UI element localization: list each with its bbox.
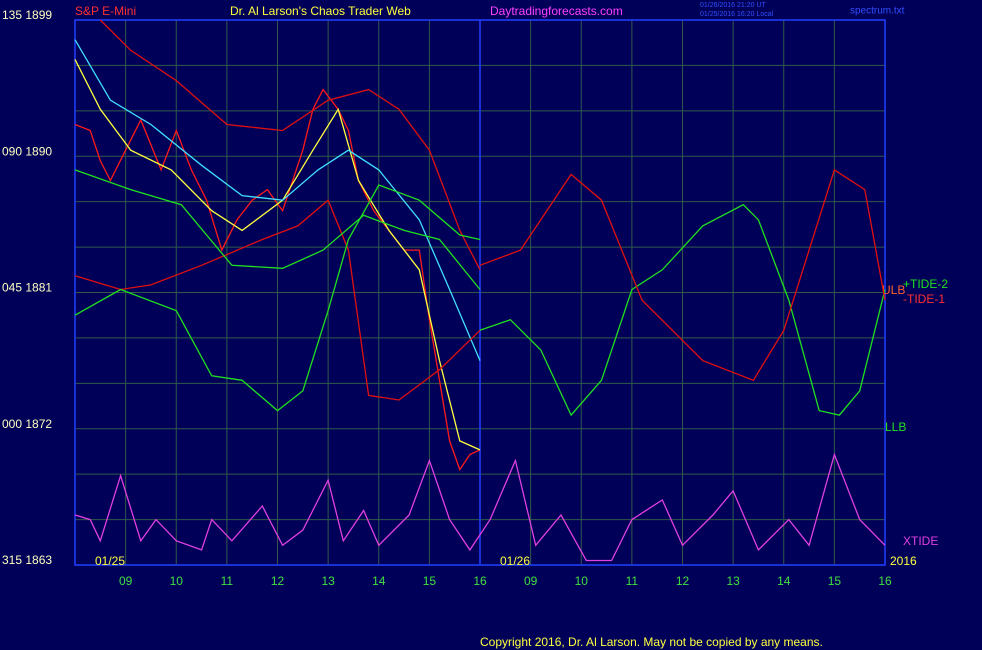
x-tick-label: 13 — [321, 574, 335, 588]
x-tick-label: 09 — [119, 574, 133, 588]
x-tick-label: 15 — [423, 574, 437, 588]
date-label: 01/25 — [95, 554, 125, 568]
series-label: +TIDE-2 — [903, 277, 948, 291]
x-tick-label: 16 — [473, 574, 487, 588]
y-tick-label: 135 1899 — [2, 8, 52, 22]
series-label: ULB — [882, 283, 905, 297]
file-name: spectrum.txt — [850, 6, 905, 17]
series-line — [74, 199, 481, 401]
website: Daytradingforecasts.com — [490, 4, 623, 18]
series-label: XTIDE — [903, 534, 938, 548]
x-tick-label: 12 — [676, 574, 690, 588]
series-line — [74, 59, 481, 451]
x-tick-label: 11 — [221, 574, 234, 588]
series-line — [74, 39, 481, 361]
series-line — [74, 169, 481, 290]
y-tick-label: 315 1863 — [2, 553, 52, 567]
date-label: 2016 — [890, 554, 917, 568]
y-tick-label: 090 1890 — [2, 144, 52, 158]
x-tick-label: 12 — [271, 574, 285, 588]
x-tick-label: 16 — [878, 574, 892, 588]
copyright: Copyright 2016, Dr. Al Larson. May not b… — [480, 635, 823, 649]
x-tick-label: 15 — [828, 574, 842, 588]
y-tick-label: 045 1881 — [2, 281, 52, 295]
x-tick-label: 10 — [575, 574, 589, 588]
instrument: S&P E-Mini — [75, 4, 136, 18]
x-tick-label: 11 — [626, 574, 639, 588]
date-label: 01/26 — [500, 554, 530, 568]
series-label: -TIDE-1 — [903, 292, 945, 306]
timestamp: 01/26/2016 21:20 UT — [700, 2, 766, 9]
y-tick-label: 000 1872 — [2, 417, 52, 431]
x-tick-label: 13 — [726, 574, 740, 588]
x-tick-label: 10 — [170, 574, 184, 588]
series-line — [99, 19, 481, 271]
series-line — [74, 452, 886, 562]
timestamp: 01/25/2016 16:20 Local — [700, 11, 774, 18]
x-tick-label: 14 — [372, 574, 386, 588]
series-line — [479, 168, 886, 382]
chart-title: Dr. Al Larson's Chaos Trader Web — [230, 4, 411, 18]
series-line — [74, 184, 481, 412]
x-tick-label: 14 — [777, 574, 791, 588]
series-label: LLB — [885, 420, 906, 434]
series-line — [479, 203, 886, 417]
x-tick-label: 09 — [524, 574, 538, 588]
